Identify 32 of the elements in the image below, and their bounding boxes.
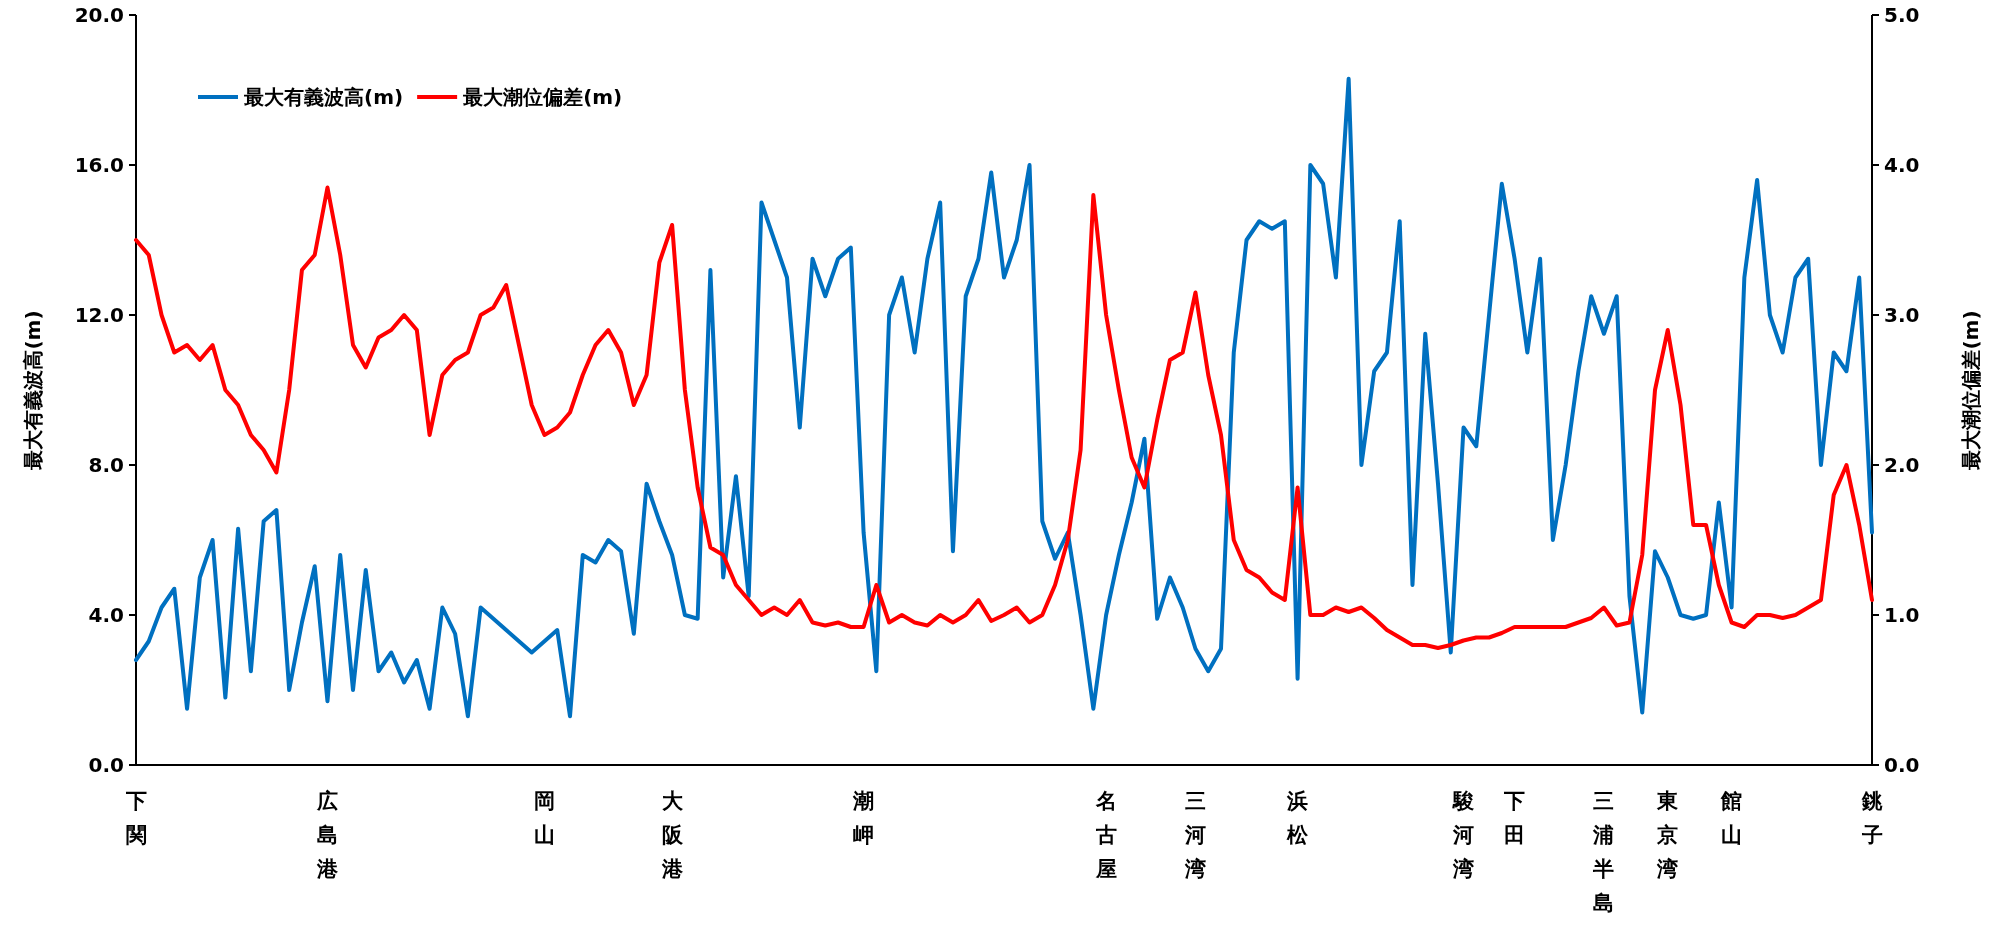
y-tick-label: 16.0: [74, 153, 124, 177]
y2-tick-label: 3.0: [1884, 303, 1920, 327]
x-tick-label: 広島港: [315, 789, 339, 881]
y-tick-label: 12.0: [74, 303, 124, 327]
line-series: [134, 185, 1874, 650]
x-tick-label: 下田: [1503, 789, 1526, 847]
line-series: [134, 76, 1874, 719]
y-tick-label: 8.0: [88, 453, 124, 477]
x-tick-label: 下関: [124, 789, 147, 847]
y2-tick-label: 2.0: [1884, 453, 1920, 477]
x-tick-label: 東京湾: [1656, 789, 1679, 881]
x-tick-label: 三河湾: [1183, 789, 1206, 881]
y2-tick-label: 5.0: [1884, 3, 1920, 27]
legend-label: 最大潮位偏差(m): [462, 85, 623, 109]
x-tick-label: 銚子: [1860, 789, 1883, 847]
x-tick-label: 駿河湾: [1452, 789, 1476, 881]
x-tick-label: 三浦半島: [1592, 789, 1615, 915]
y2-axis-title: 最大潮位偏差(m): [1959, 310, 1983, 471]
y-tick-label: 4.0: [88, 603, 124, 627]
x-tick-label: 浜松: [1286, 789, 1310, 847]
x-tick-label: 潮岬: [852, 789, 875, 847]
x-tick-label: 名古屋: [1094, 789, 1117, 881]
y2-tick-label: 4.0: [1884, 153, 1920, 177]
y-tick-label: 0.0: [88, 753, 124, 777]
y2-tick-label: 0.0: [1884, 753, 1920, 777]
legend-label: 最大有義波高(m): [243, 85, 404, 109]
x-tick-label: 大阪港: [660, 789, 684, 881]
y2-tick-label: 1.0: [1884, 603, 1920, 627]
x-tick-label: 館山: [1720, 789, 1743, 847]
y-tick-label: 20.0: [74, 3, 124, 27]
x-tick-label: 岡山: [533, 789, 555, 847]
y-axis-title: 最大有義波高(m): [21, 310, 45, 471]
